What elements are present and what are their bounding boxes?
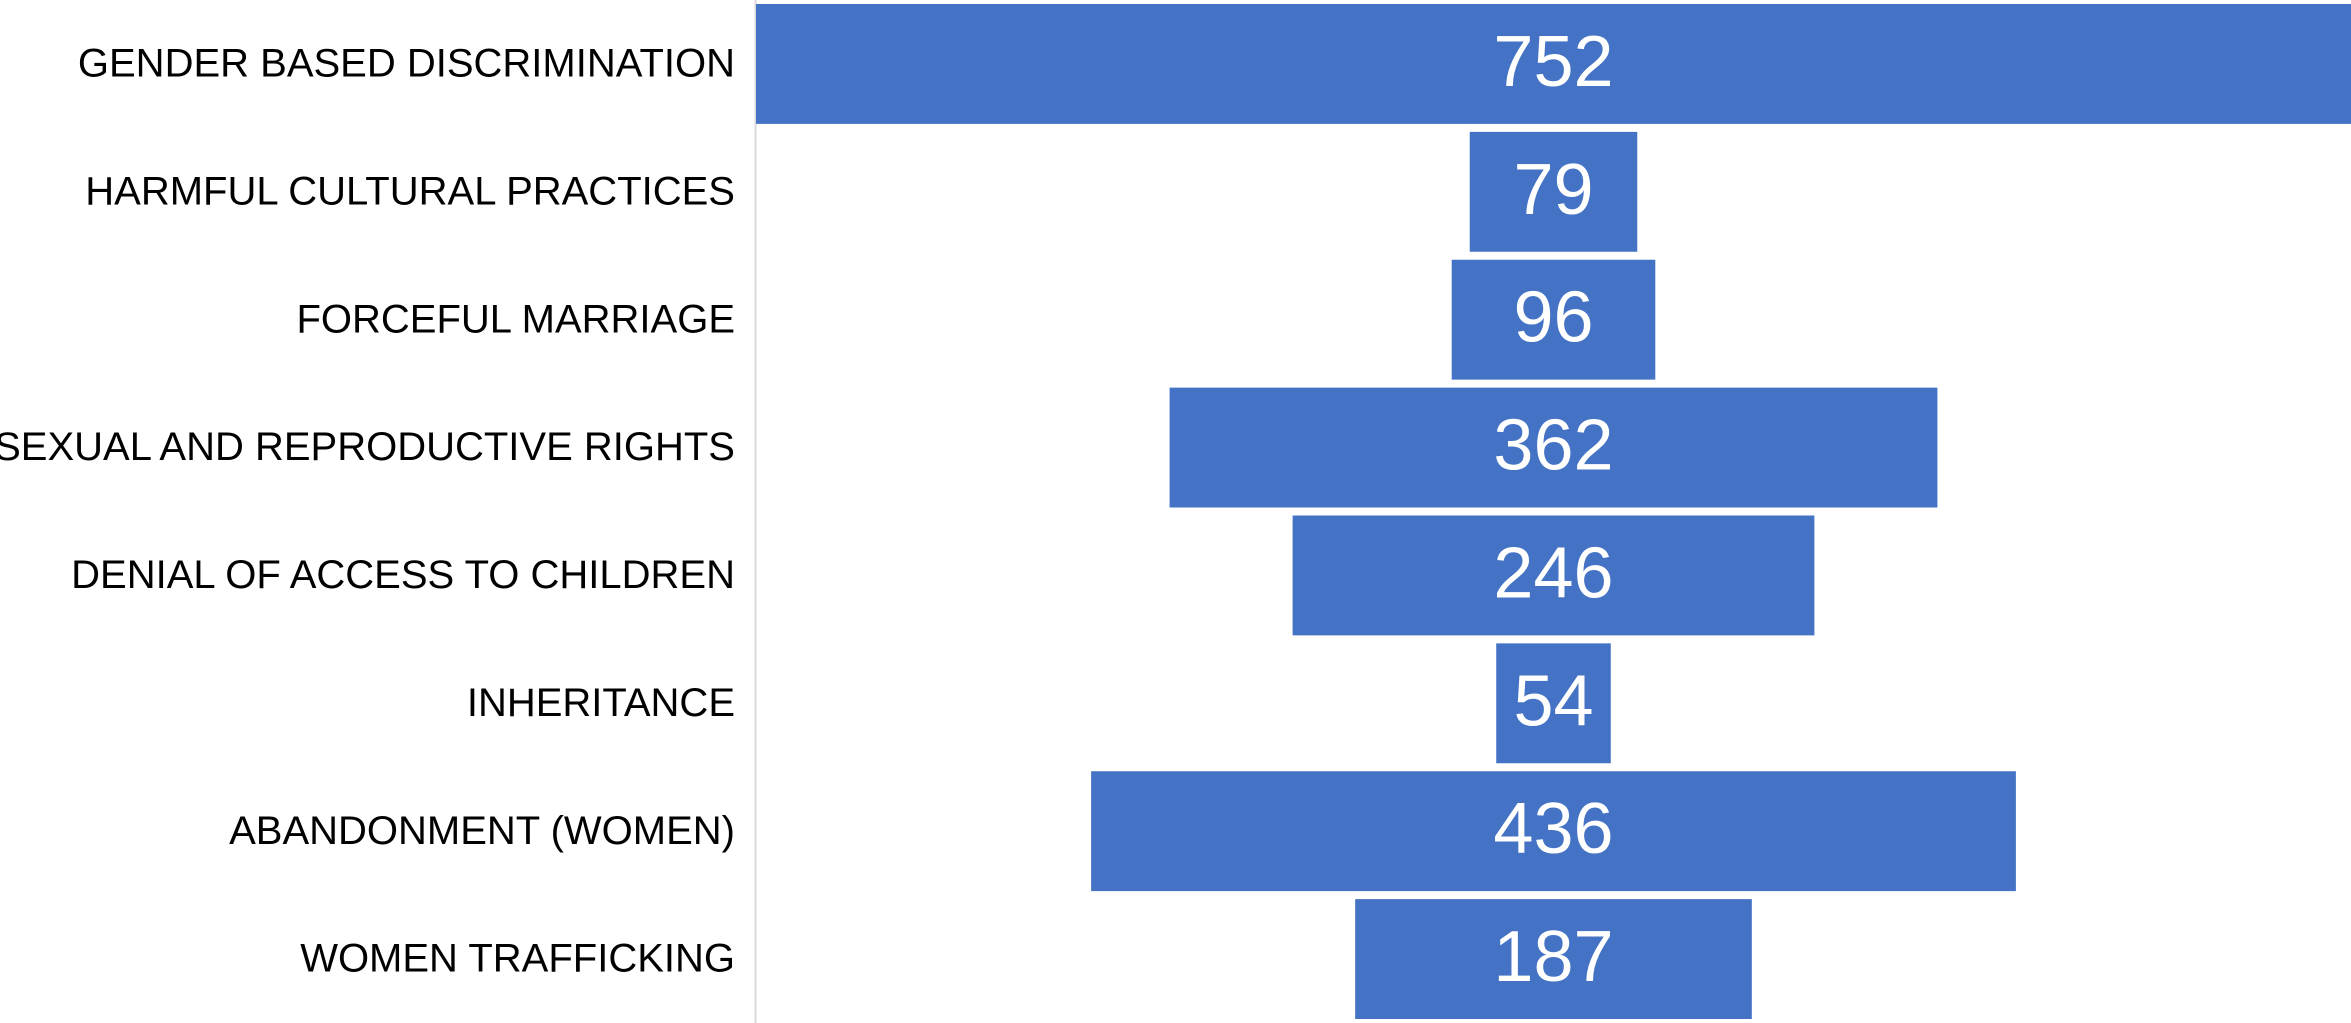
bar [756,4,2351,124]
category-label: ABANDONMENT (WOMEN) [229,809,735,853]
category-label: WOMEN TRAFFICKING [300,937,735,981]
data-label: 54 [1513,661,1593,741]
bar [1496,643,1611,764]
category-label: INHERITANCE [467,681,735,725]
data-label: 752 [1493,22,1613,102]
category-label: SEXUAL AND REPRODUCTIVE RIGHTS [0,425,735,469]
bar [1091,771,2016,892]
data-label: 246 [1493,533,1613,613]
bar [1169,387,1938,508]
category-label: HARMFUL CULTURAL PRACTICES [85,169,735,213]
bar [1355,899,1752,1019]
data-label: 79 [1513,150,1593,230]
category-label: GENDER BASED DISCRIMINATION [78,42,735,86]
bar [1451,259,1656,380]
data-label: 187 [1493,917,1613,997]
category-label: FORCEFUL MARRIAGE [296,297,735,341]
bar [1292,515,1815,636]
data-label: 362 [1493,406,1613,486]
data-label: 436 [1493,789,1613,869]
category-label: DENIAL OF ACCESS TO CHILDREN [71,553,735,597]
bar [1469,131,1638,252]
data-label: 96 [1513,278,1593,358]
